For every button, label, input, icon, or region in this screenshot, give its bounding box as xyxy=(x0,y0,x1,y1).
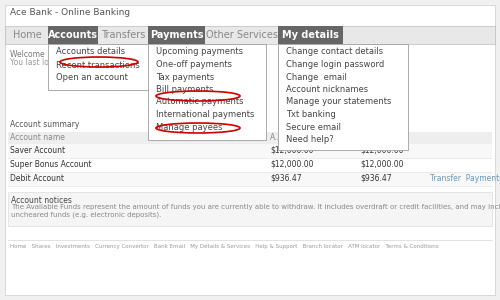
Text: Home: Home xyxy=(12,30,42,40)
Text: $12,000.00: $12,000.00 xyxy=(270,146,314,155)
Bar xyxy=(48,44,148,90)
Text: Accounts: Accounts xyxy=(48,30,98,40)
Bar xyxy=(278,44,408,150)
Text: Account summary: Account summary xyxy=(10,120,80,129)
Text: Need help?: Need help? xyxy=(286,135,334,144)
Text: Manage payees: Manage payees xyxy=(156,122,222,131)
Text: Change contact details: Change contact details xyxy=(286,47,383,56)
Text: $12,000.00: $12,000.00 xyxy=(270,160,314,169)
Bar xyxy=(148,44,266,140)
Text: Automatic payments: Automatic payments xyxy=(156,98,244,106)
Text: Account name: Account name xyxy=(10,133,65,142)
Bar xyxy=(8,192,492,226)
Text: Transfer  Payments: Transfer Payments xyxy=(430,174,500,183)
Text: ...promotio...: ...promotio... xyxy=(175,56,224,65)
Text: International payments: International payments xyxy=(156,110,254,119)
Text: $936.47: $936.47 xyxy=(270,174,302,183)
Text: Other Services: Other Services xyxy=(206,30,279,40)
Text: uncheared funds (e.g. electronic deposits).: uncheared funds (e.g. electronic deposit… xyxy=(11,212,162,218)
Text: Account notices: Account notices xyxy=(11,196,72,205)
Bar xyxy=(8,158,492,172)
Text: Manage your statements: Manage your statements xyxy=(286,98,392,106)
Text: One-off payments: One-off payments xyxy=(156,60,232,69)
Text: The Available Funds represent the amount of funds you are currently able to with: The Available Funds represent the amount… xyxy=(11,204,500,210)
Text: $12,000.00: $12,000.00 xyxy=(360,160,404,169)
Text: A...: A... xyxy=(270,133,282,142)
Text: Accounts details: Accounts details xyxy=(56,47,125,56)
Bar xyxy=(8,132,492,144)
Bar xyxy=(148,26,205,44)
Text: Change  email: Change email xyxy=(286,73,347,82)
Text: Payments: Payments xyxy=(150,30,203,40)
Text: Home   Shares   Investments   Currency Convertor   Bank Email   My Details & Ser: Home Shares Investments Currency Convert… xyxy=(10,244,438,249)
Text: Debit Account: Debit Account xyxy=(10,174,64,183)
Bar xyxy=(48,26,98,44)
Text: Tax payments: Tax payments xyxy=(156,73,214,82)
Text: Super Bonus Account: Super Bonus Account xyxy=(10,160,92,169)
Bar xyxy=(8,144,492,158)
Text: You last logg...: You last logg... xyxy=(10,58,66,67)
Bar xyxy=(5,26,495,44)
Text: nt bala...: nt bala... xyxy=(360,133,394,142)
Text: $12,000.00: $12,000.00 xyxy=(360,146,404,155)
Text: $936.47: $936.47 xyxy=(360,174,392,183)
Text: Secure email: Secure email xyxy=(286,122,341,131)
Text: Ace Bank - Online Banking: Ace Bank - Online Banking xyxy=(10,8,130,17)
Text: My details: My details xyxy=(282,30,339,40)
Bar xyxy=(8,172,492,186)
Bar xyxy=(278,26,343,44)
Text: Saver Account: Saver Account xyxy=(10,146,65,155)
Text: Account nicknames: Account nicknames xyxy=(286,85,368,94)
Text: Welcome ...: Welcome ... xyxy=(10,50,54,59)
Text: Change login password: Change login password xyxy=(286,60,384,69)
Text: Upcoming payments: Upcoming payments xyxy=(156,47,243,56)
Text: Recent transactions: Recent transactions xyxy=(56,61,140,70)
Text: Transfers: Transfers xyxy=(101,30,145,40)
Text: Txt banking: Txt banking xyxy=(286,110,336,119)
Text: Open an account: Open an account xyxy=(56,74,128,82)
Text: Bill payments: Bill payments xyxy=(156,85,214,94)
